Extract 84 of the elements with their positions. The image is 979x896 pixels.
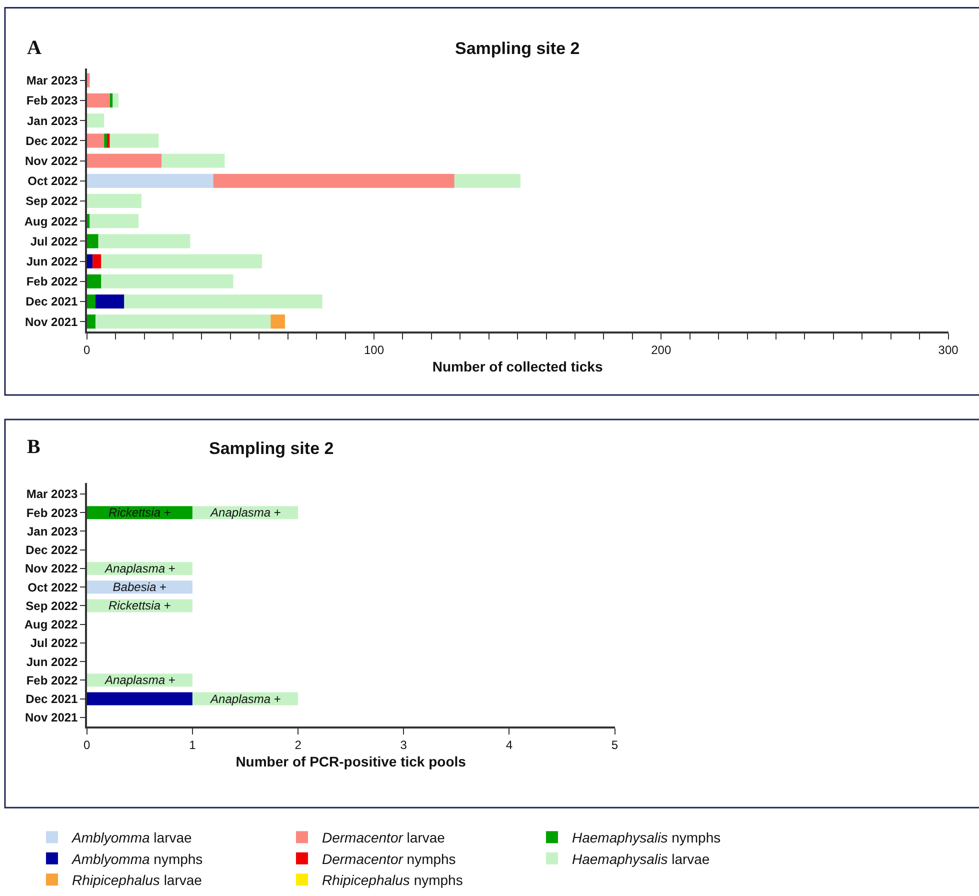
y-tick-label: Jun 2022 — [26, 254, 78, 268]
y-tick-label: Nov 2022 — [25, 562, 78, 576]
text: A — [27, 37, 42, 59]
y-tick-label: Nov 2021 — [25, 710, 78, 725]
bar — [104, 134, 107, 148]
y-tick-label: Aug 2022 — [24, 214, 78, 228]
x-axis-title: Number of collected ticks — [432, 358, 603, 375]
text: B — [27, 436, 40, 458]
y-tick-label: Feb 2023 — [26, 506, 78, 520]
y-tick-label: Dec 2021 — [26, 692, 78, 706]
data-label: Anaplasma + — [210, 506, 281, 520]
bar — [101, 274, 234, 288]
y-tick-label: Jan 2023 — [27, 524, 78, 538]
legend-label: Dermacentor nymphs — [322, 850, 456, 867]
x-tick-label: 200 — [651, 342, 672, 357]
bar — [86, 274, 102, 288]
bar — [112, 93, 118, 108]
bar — [86, 154, 162, 168]
bar — [86, 114, 104, 128]
bar — [95, 294, 124, 309]
y-tick-label: Sep 2022 — [26, 598, 78, 613]
chart-title: Sampling site 2 — [455, 39, 580, 58]
legend-label: Rhipicephalus larvae — [72, 872, 202, 888]
data-label: Rickettsia + — [108, 598, 171, 613]
y-tick-label: Aug 2022 — [24, 618, 78, 632]
x-tick-label: 2 — [294, 738, 302, 752]
bar — [86, 234, 98, 248]
x-tick-label: 0 — [84, 738, 91, 752]
y-tick-label: Feb 2022 — [26, 673, 78, 688]
x-tick-label: 0 — [84, 342, 91, 357]
bar — [86, 93, 110, 108]
bar — [106, 134, 110, 148]
legend-label: Amblyomma nymphs — [70, 850, 203, 867]
data-label: Babesia + — [112, 580, 167, 594]
legend-label: Amblyomma larvae — [70, 830, 192, 846]
y-tick-label: Oct 2022 — [28, 580, 78, 594]
y-tick-label: Dec 2022 — [26, 543, 78, 558]
bar — [86, 314, 96, 329]
bar — [95, 314, 271, 329]
y-tick-label: Sep 2022 — [26, 194, 78, 208]
bar — [86, 294, 96, 309]
x-tick-label: 4 — [506, 738, 513, 752]
y-tick-label: Jul 2022 — [30, 636, 78, 650]
legend-label: Rhipicephalus nymphs — [322, 872, 463, 888]
x-axis-title: Number of PCR-positive tick pools — [236, 754, 466, 770]
bar — [86, 254, 93, 268]
x-tick-label: 1 — [189, 738, 196, 752]
bar — [86, 174, 214, 188]
y-tick-label: Nov 2021 — [25, 314, 78, 329]
bar — [162, 154, 225, 168]
y-tick-label: Nov 2022 — [25, 154, 78, 168]
y-tick-label: Dec 2021 — [26, 294, 78, 309]
y-tick-label: Jan 2023 — [27, 114, 78, 128]
y-tick-label: Mar 2023 — [26, 487, 78, 502]
x-tick-label: 100 — [364, 342, 384, 357]
legend-label: Haemaphysalis larvae — [572, 850, 710, 867]
y-tick-label: Dec 2022 — [26, 134, 78, 148]
bar — [110, 134, 159, 148]
bar — [270, 314, 285, 329]
chart-title: Sampling site 2 — [209, 439, 334, 458]
bar — [90, 214, 139, 228]
x-tick-label: 3 — [400, 738, 408, 752]
data-label: Anaplasma + — [104, 561, 176, 576]
data-label: Anaplasma + — [104, 673, 176, 688]
bar — [124, 294, 322, 309]
bar — [86, 194, 142, 208]
x-tick-label: 300 — [938, 342, 959, 357]
legend-label: Dermacentor larvae — [322, 830, 446, 846]
y-tick-label: Jul 2022 — [30, 234, 78, 248]
y-tick-label: Mar 2023 — [26, 74, 78, 88]
y-tick-label: Oct 2022 — [28, 174, 78, 188]
bar — [86, 134, 104, 148]
legend-label: Haemaphysalis nymphs — [572, 830, 721, 846]
data-label: Anaplasma + — [210, 692, 281, 706]
y-tick-label: Feb 2023 — [26, 94, 78, 108]
bar — [213, 174, 454, 188]
y-tick-label: Jun 2022 — [26, 654, 78, 669]
y-tick-label: Feb 2022 — [26, 274, 78, 289]
x-tick-label: 5 — [611, 738, 618, 752]
bar — [92, 254, 102, 268]
data-label: Rickettsia + — [108, 506, 171, 520]
bar — [454, 174, 520, 188]
bar — [101, 254, 262, 268]
bar — [98, 234, 190, 248]
